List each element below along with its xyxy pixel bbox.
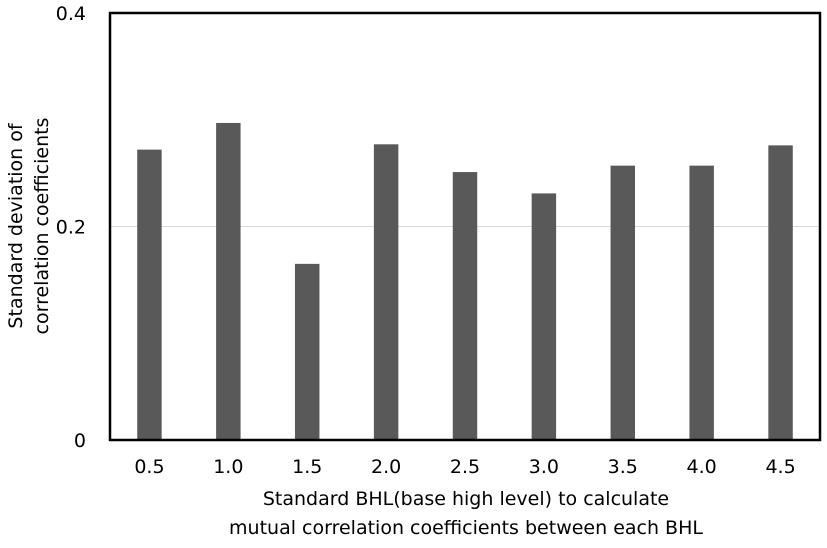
- bar-1.0: [216, 122, 241, 440]
- x-tick-label-1.0: 1.0: [213, 456, 243, 478]
- bar-2.0: [373, 144, 399, 441]
- x-tick-label-2.0: 2.0: [371, 456, 401, 478]
- x-tick-label-2.5: 2.5: [450, 456, 480, 478]
- y-axis-title-line-1: Standard deviation of: [5, 122, 27, 328]
- plot-frame: [108, 11, 822, 442]
- bar-0.5: [137, 149, 162, 440]
- x-axis-title: Standard BHL(base high level) to calcula…: [229, 488, 703, 539]
- y-axis-title: Standard deviation of correlation coeffic…: [5, 118, 53, 335]
- bars: [137, 122, 793, 441]
- bar-3.5: [610, 165, 636, 440]
- y-tick-label-0: 0: [74, 430, 86, 452]
- bar-1.5: [294, 263, 320, 440]
- x-tick-label-4.0: 4.0: [687, 456, 717, 478]
- y-tick-labels: 0 0.2 0.4: [56, 3, 86, 452]
- y-axis-title-line-2: correlation coefficients: [31, 118, 53, 335]
- bar-4.0: [689, 165, 714, 440]
- x-tick-label-4.5: 4.5: [765, 456, 795, 478]
- x-tick-label-1.5: 1.5: [292, 456, 322, 478]
- bar-4.5: [768, 145, 793, 440]
- bar-2.5: [452, 172, 478, 440]
- x-tick-labels: 0.5 1.0 1.5 2.0 2.5 3.0 3.5 4.0 4.5: [134, 456, 795, 478]
- y-tick-label-1: 0.2: [56, 217, 86, 239]
- x-axis-title-line-2: mutual correlation coefficients between …: [229, 517, 703, 539]
- y-tick-label-2: 0.4: [56, 3, 86, 25]
- x-axis-title-line-1: Standard BHL(base high level) to calcula…: [263, 488, 669, 510]
- x-tick-label-0.5: 0.5: [134, 456, 164, 478]
- x-tick-label-3.5: 3.5: [608, 456, 638, 478]
- bar-3.0: [531, 193, 557, 440]
- x-tick-label-3.0: 3.0: [529, 456, 559, 478]
